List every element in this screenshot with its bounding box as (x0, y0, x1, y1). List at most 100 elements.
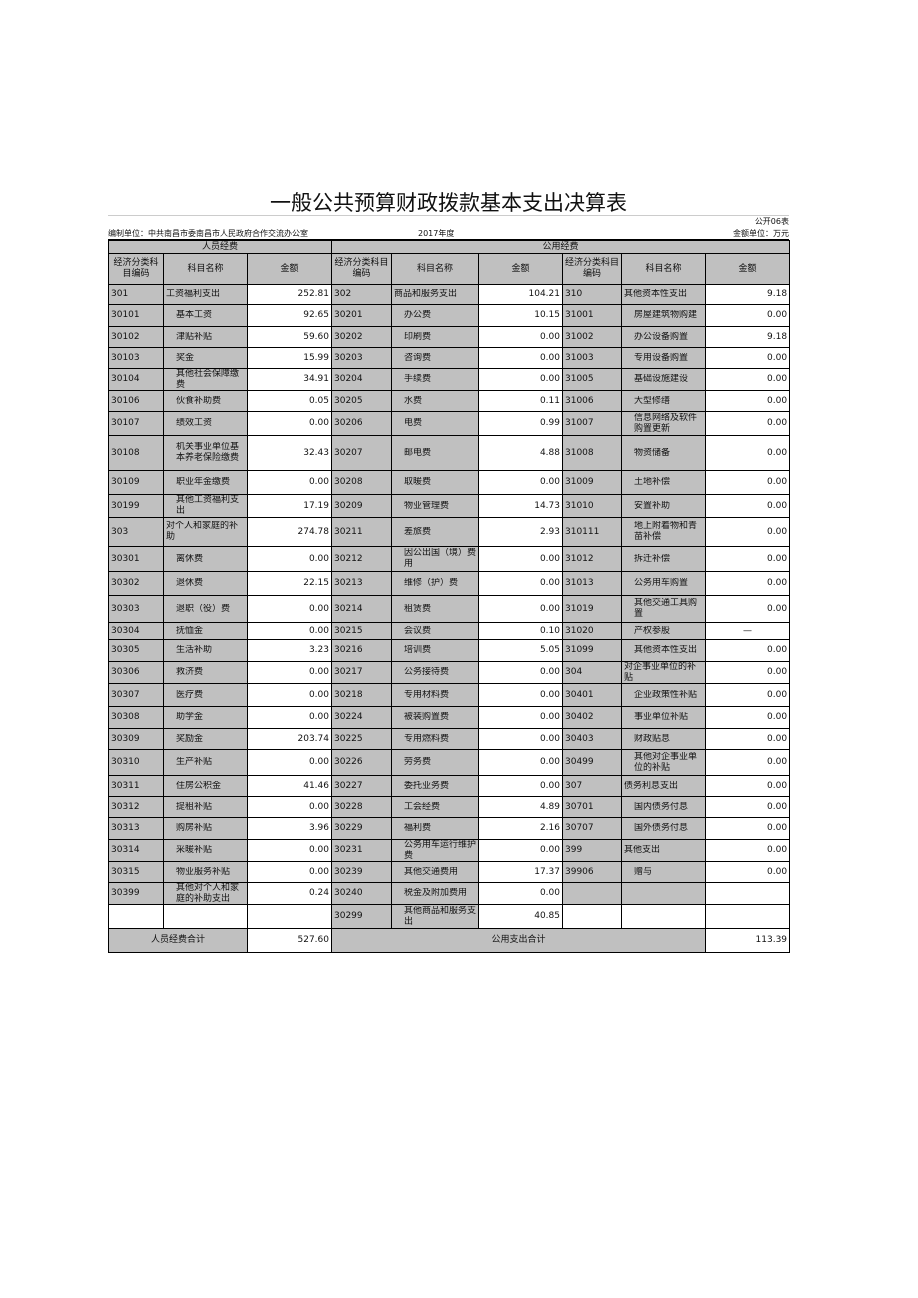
reporting-unit: 编制单位：中共南昌市委南昌市人民政府合作交流办公室 (108, 229, 308, 238)
cell-code: 39906 (562, 861, 622, 883)
cell-amount: 0.00 (478, 546, 563, 572)
column-header-code: 经济分类科目编码 (108, 253, 164, 285)
cell-amount: 0.00 (704, 706, 791, 729)
cell-name: 基本工资 (163, 304, 248, 327)
cell-amount: 9.18 (704, 284, 791, 305)
cell-amount (704, 904, 791, 929)
cell-name: 公务用车购置 (621, 571, 706, 596)
cell-amount: 0.00 (704, 683, 791, 707)
cell-code: 30215 (331, 622, 392, 640)
cell-name: 对个人和家庭的补助 (163, 517, 248, 547)
cell-code: 30307 (108, 683, 164, 707)
cell-amount: 40.85 (478, 904, 563, 929)
table-row: 30304 抚恤金 0.00 30215 会议费 0.10 31020 产权参股 — (108, 622, 791, 640)
cell-name: 离休费 (163, 546, 248, 572)
cell-amount: 0.00 (704, 494, 791, 518)
cell-name: 事业单位补贴 (621, 706, 706, 729)
cell-amount: 0.99 (478, 411, 563, 436)
table-row: 30301 离休费 0.00 30212 因公出国（境）费用 0.00 31012 拆迁补偿 0… (108, 546, 791, 572)
cell-code: 31099 (562, 639, 622, 662)
cell-code: 30701 (562, 796, 622, 818)
cell-name: 工资福利支出 (163, 284, 248, 305)
cell-amount: 10.15 (478, 304, 563, 327)
cell-code: 310 (562, 284, 622, 305)
cell-name: 房屋建筑物购建 (621, 304, 706, 327)
cell-amount: 22.15 (247, 571, 332, 596)
cell-amount: 0.00 (704, 304, 791, 327)
cell-name: 其他社会保障缴费 (163, 368, 248, 391)
cell-name (163, 904, 248, 929)
public-total-label: 公用支出合计 (331, 928, 706, 953)
cell-code: 30310 (108, 749, 164, 776)
cell-amount (247, 904, 332, 929)
cell-amount: 0.00 (247, 595, 332, 623)
cell-name: 其他交通工具购置 (621, 595, 706, 623)
cell-amount: 0.00 (478, 470, 563, 495)
cell-code: 31020 (562, 622, 622, 640)
cell-code: 30240 (331, 882, 392, 905)
cell-name: 差旅费 (391, 517, 479, 547)
cell-amount: 0.00 (704, 517, 791, 547)
cell-amount: 0.00 (247, 411, 332, 436)
cell-name: 其他资本性支出 (621, 639, 706, 662)
cell-amount: 9.18 (704, 326, 791, 348)
cell-amount: 0.00 (478, 661, 563, 684)
cell-amount: 34.91 (247, 368, 332, 391)
cell-name: 其他交通费用 (391, 861, 479, 883)
table-row: 30311 住房公积金 41.46 30227 委托业务费 0.00 307 债务利息支出 0.… (108, 775, 791, 797)
cell-amount: 0.00 (478, 595, 563, 623)
cell-name: 提租补贴 (163, 796, 248, 818)
cell-code: 30205 (331, 390, 392, 412)
cell-name: 大型修缮 (621, 390, 706, 412)
cell-name: 拆迁补偿 (621, 546, 706, 572)
cell-name: 水费 (391, 390, 479, 412)
table-row: 30102 津贴补贴 59.60 30202 印刷费 0.00 31002 办公设备购置 9.1… (108, 326, 791, 348)
cell-code: 30306 (108, 661, 164, 684)
table-row: 303 对个人和家庭的补助 274.78 30211 差旅费 2.93 310111 地上附着… (108, 517, 791, 547)
cell-code: 30401 (562, 683, 622, 707)
cell-amount: 59.60 (247, 326, 332, 348)
table-row: 30308 助学金 0.00 30224 被装购置费 0.00 30402 事业单位补贴 0.0… (108, 706, 791, 729)
table-row: 30399 其他对个人和家庭的补助支出 0.24 30240 税金及附加费用 0.00 (108, 882, 791, 905)
cell-code: 303 (108, 517, 164, 547)
cell-amount: 32.43 (247, 435, 332, 471)
cell-code: 30399 (108, 882, 164, 905)
cell-code: 31009 (562, 470, 622, 495)
cell-amount: 15.99 (247, 347, 332, 369)
cell-amount: 274.78 (247, 517, 332, 547)
cell-name: 印刷费 (391, 326, 479, 348)
table-row: 30109 职业年金缴费 0.00 30208 取暖费 0.00 31009 土地补偿 0.00 (108, 470, 791, 495)
table-row: 30101 基本工资 92.65 30201 办公费 10.15 31001 房屋建筑物购建 0… (108, 304, 791, 327)
cell-amount: 41.46 (247, 775, 332, 797)
info-row: 编制单位：中共南昌市委南昌市人民政府合作交流办公室 2017年度 金额单位：万元 (108, 228, 789, 240)
form-number: 公开06表 (754, 217, 789, 226)
cell-amount: 0.00 (704, 639, 791, 662)
cell-name: 电费 (391, 411, 479, 436)
section-public: 公用经费 (330, 240, 791, 254)
table-row: 30309 奖励金 203.74 30225 专用燃料费 0.00 30403 财政贴息 0.0… (108, 728, 791, 750)
cell-name: 被装购置费 (391, 706, 479, 729)
table-row: 30302 退休费 22.15 30213 维修（护）费 0.00 31013 公务用车购置 0… (108, 571, 791, 596)
cell-code: 30499 (562, 749, 622, 776)
cell-code: 30108 (108, 435, 164, 471)
cell-code: 30239 (331, 861, 392, 883)
public-total-amount: 113.39 (704, 928, 791, 953)
cell-code (108, 904, 164, 929)
cell-amount: 0.00 (478, 839, 563, 862)
table-row: 30199 其他工资福利支出 17.19 30209 物业管理费 14.73 31010 安置… (108, 494, 791, 518)
column-header-amount: 金额 (704, 253, 791, 285)
cell-code: 30103 (108, 347, 164, 369)
cell-amount: 4.88 (478, 435, 563, 471)
column-header-amount: 金额 (247, 253, 332, 285)
cell-name: 奖励金 (163, 728, 248, 750)
cell-name: 抚恤金 (163, 622, 248, 640)
cell-code: 30309 (108, 728, 164, 750)
cell-amount: 92.65 (247, 304, 332, 327)
column-header-amount: 金额 (478, 253, 563, 285)
cell-code: 30303 (108, 595, 164, 623)
cell-code: 30206 (331, 411, 392, 436)
cell-name (621, 904, 706, 929)
cell-name: 退职（役）费 (163, 595, 248, 623)
cell-name: 采暖补贴 (163, 839, 248, 862)
cell-amount: 0.00 (247, 661, 332, 684)
